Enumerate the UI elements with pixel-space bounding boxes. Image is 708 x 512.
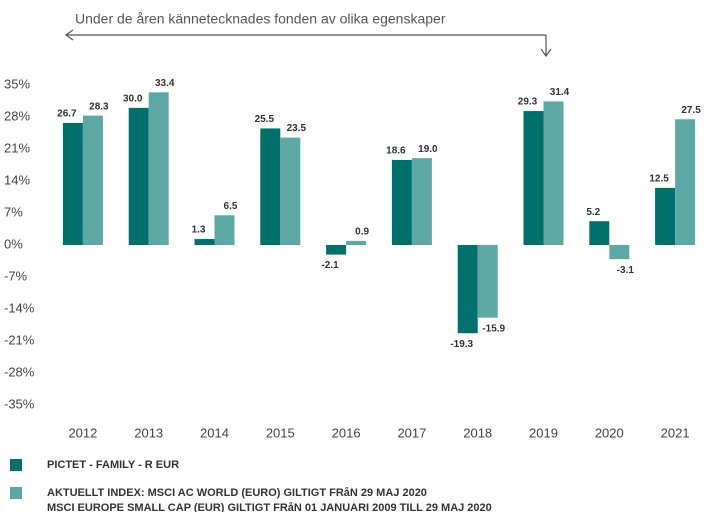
bar: [194, 239, 215, 245]
y-tick-label: 14%: [4, 172, 30, 187]
legend-label: AKTUELLT INDEX: MSCI AC WORLD (EURO) GIL…: [47, 487, 492, 512]
bar: [675, 119, 696, 245]
value-label: 28.3: [89, 101, 109, 112]
bar: [260, 128, 281, 245]
value-label: 25.5: [255, 114, 275, 125]
value-label: -3.1: [617, 265, 635, 276]
annotation-arrow: [64, 29, 552, 58]
bar: [391, 159, 412, 245]
value-label: -15.9: [482, 323, 505, 334]
bar: [82, 115, 103, 245]
value-label: 0.9: [355, 227, 369, 238]
x-tick-label: 2019: [529, 425, 558, 440]
y-tick-label: 35%: [4, 76, 30, 91]
y-tick-label: 7%: [4, 204, 23, 219]
value-label: 26.7: [57, 109, 77, 120]
bar: [62, 122, 83, 245]
bar: [346, 240, 367, 245]
bar: [326, 245, 347, 255]
value-label: 31.4: [550, 87, 570, 98]
value-label: 12.5: [649, 173, 669, 184]
bar: [589, 221, 610, 245]
y-tick-label: -28%: [4, 364, 35, 379]
legend-label: PICTET - FAMILY - R EUR: [47, 459, 180, 471]
value-label: 5.2: [586, 207, 600, 218]
value-label: 33.4: [155, 78, 175, 89]
value-label: 1.3: [192, 225, 206, 236]
bar: [148, 92, 169, 245]
y-tick-label: 21%: [4, 140, 30, 155]
x-tick-label: 2018: [463, 425, 492, 440]
bar: [523, 111, 544, 245]
legend-swatch: [10, 487, 22, 499]
bar: [477, 245, 498, 318]
bar: [280, 137, 301, 245]
x-tick-label: 2021: [661, 425, 690, 440]
y-tick-label: -21%: [4, 332, 35, 347]
x-tick-label: 2015: [266, 425, 295, 440]
bar: [457, 245, 478, 334]
annotation: Under de åren kännetecknades fonden av o…: [75, 11, 446, 27]
value-label: 29.3: [518, 97, 538, 108]
chart: Under de åren kännetecknades fonden av o…: [4, 11, 701, 441]
x-tick-label: 2013: [134, 425, 163, 440]
bar: [609, 245, 630, 260]
value-label: 30.0: [123, 93, 143, 104]
x-tick-label: 2014: [200, 425, 229, 440]
value-label: 18.6: [386, 146, 406, 157]
y-tick-label: -7%: [4, 268, 28, 283]
legend-swatch: [10, 459, 22, 471]
bar: [655, 187, 676, 245]
value-label: -2.1: [321, 260, 339, 271]
bar: [543, 101, 564, 245]
x-tick-label: 2016: [332, 425, 361, 440]
value-label: -19.3: [450, 339, 473, 350]
value-label: 19.0: [418, 144, 438, 155]
y-tick-label: -35%: [4, 396, 35, 411]
bar: [411, 158, 432, 245]
x-tick-label: 2020: [595, 425, 624, 440]
value-label: 27.5: [681, 105, 701, 116]
value-label: 6.5: [224, 201, 238, 212]
y-tick-label: 28%: [4, 108, 30, 123]
y-tick-label: 0%: [4, 236, 23, 251]
x-tick-label: 2017: [397, 425, 426, 440]
value-label: 23.5: [287, 123, 307, 134]
y-tick-label: -14%: [4, 300, 35, 315]
x-tick-label: 2012: [68, 425, 97, 440]
bar: [128, 107, 149, 245]
bar: [214, 215, 235, 245]
